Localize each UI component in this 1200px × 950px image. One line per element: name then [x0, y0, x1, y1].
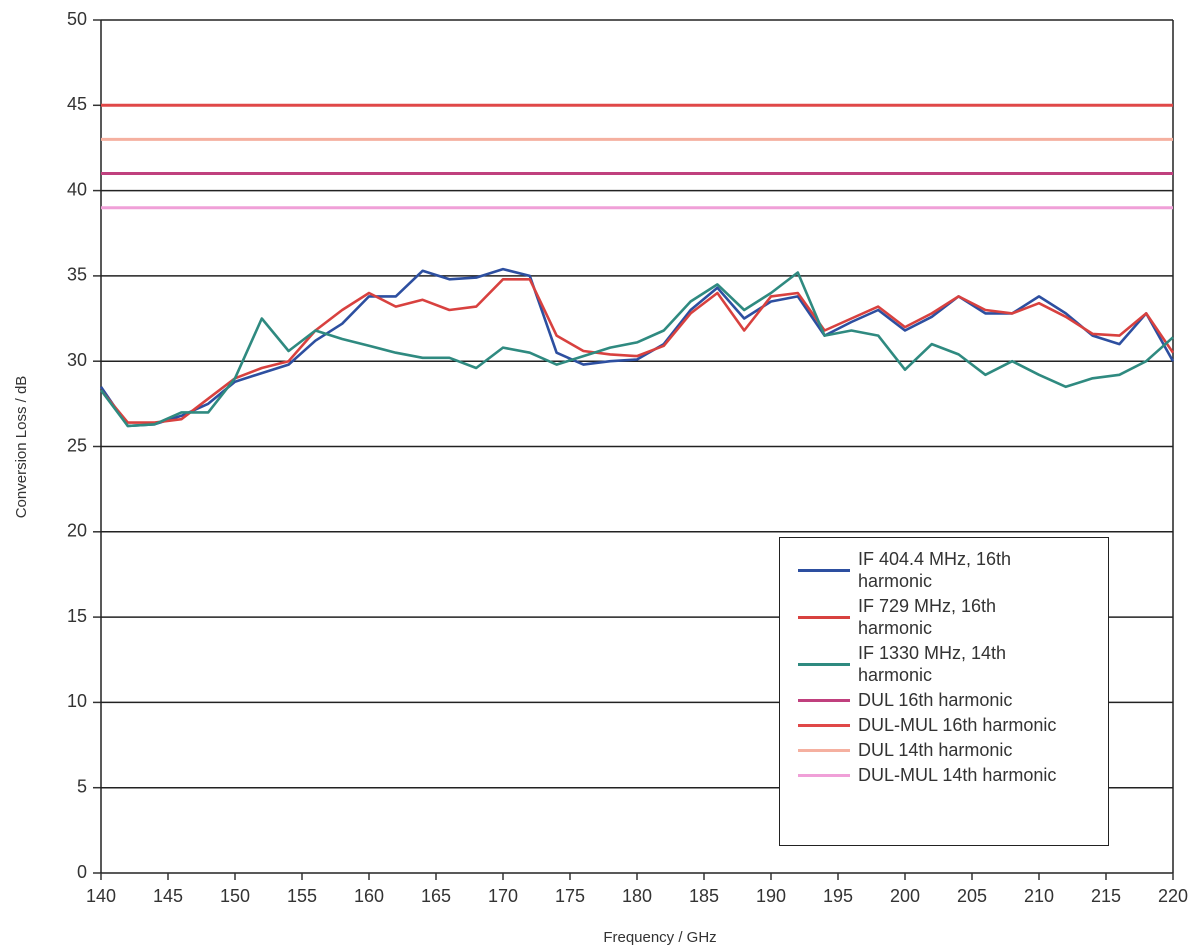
y-tick-label: 30	[67, 350, 87, 370]
x-tick-label: 210	[1024, 886, 1054, 906]
y-tick-label: 15	[67, 606, 87, 626]
legend-label: IF 1330 MHz, 14th harmonic	[858, 643, 1007, 685]
legend-label: IF 729 MHz, 16th harmonic	[858, 596, 997, 638]
legend-entry: DUL 14th harmonic	[798, 739, 1108, 761]
y-tick-label: 50	[67, 9, 87, 29]
y-tick-label: 40	[67, 179, 87, 199]
x-tick-label: 220	[1158, 886, 1188, 906]
x-tick-label: 155	[287, 886, 317, 906]
x-tick-label: 200	[890, 886, 920, 906]
series-line	[99, 278, 1175, 424]
y-tick-label: 25	[67, 435, 87, 455]
series-line	[99, 271, 1174, 428]
legend-label: DUL 16th harmonic	[858, 690, 1013, 710]
legend-swatch	[798, 773, 850, 777]
x-tick-label: 195	[823, 886, 853, 906]
legend-entry: IF 1330 MHz, 14th harmonic	[798, 642, 1108, 686]
x-tick-label: 190	[756, 886, 786, 906]
legend-entry: IF 729 MHz, 16th harmonic	[798, 595, 1108, 639]
legend-entry: DUL-MUL 14th harmonic	[798, 764, 1108, 786]
legend-swatch	[798, 662, 850, 666]
legend: IF 404.4 MHz, 16th harmonic IF 729 MHz, 1…	[779, 537, 1109, 846]
y-tick-label: 0	[77, 862, 87, 882]
legend-swatch	[798, 748, 850, 752]
x-tick-label: 150	[220, 886, 250, 906]
x-tick-label: 185	[689, 886, 719, 906]
x-tick-label: 160	[354, 886, 384, 906]
y-tick-label: 20	[67, 521, 87, 541]
legend-entry: DUL-MUL 16th harmonic	[798, 714, 1108, 736]
legend-swatch	[798, 698, 850, 702]
y-tick-label: 45	[67, 94, 87, 114]
x-tick-label: 215	[1091, 886, 1121, 906]
x-tick-label: 205	[957, 886, 987, 906]
legend-swatch	[798, 615, 850, 619]
x-tick-label: 145	[153, 886, 183, 906]
legend-swatch	[798, 723, 850, 727]
legend-label: DUL 14th harmonic	[858, 740, 1013, 760]
y-tick-label: 5	[77, 776, 87, 796]
x-tick-label: 140	[86, 886, 116, 906]
legend-label: DUL-MUL 14th harmonic	[858, 765, 1057, 785]
x-tick-label: 165	[421, 886, 451, 906]
legend-label: DUL-MUL 16th harmonic	[858, 715, 1057, 735]
legend-swatch	[798, 568, 850, 572]
series-line	[99, 267, 1175, 428]
legend-entry: IF 404.4 MHz, 16th harmonic	[798, 548, 1108, 592]
x-tick-label: 180	[622, 886, 652, 906]
x-axis-label: Frequency / GHz	[603, 929, 716, 946]
x-tick-label: 175	[555, 886, 585, 906]
y-tick-label: 10	[67, 691, 87, 711]
x-tick-label: 170	[488, 886, 518, 906]
y-tick-label: 35	[67, 265, 87, 285]
legend-label: IF 404.4 MHz, 16th harmonic	[858, 549, 1012, 591]
legend-entry: DUL 16th harmonic	[798, 689, 1108, 711]
y-axis-label: Conversion Loss / dB	[13, 376, 30, 519]
